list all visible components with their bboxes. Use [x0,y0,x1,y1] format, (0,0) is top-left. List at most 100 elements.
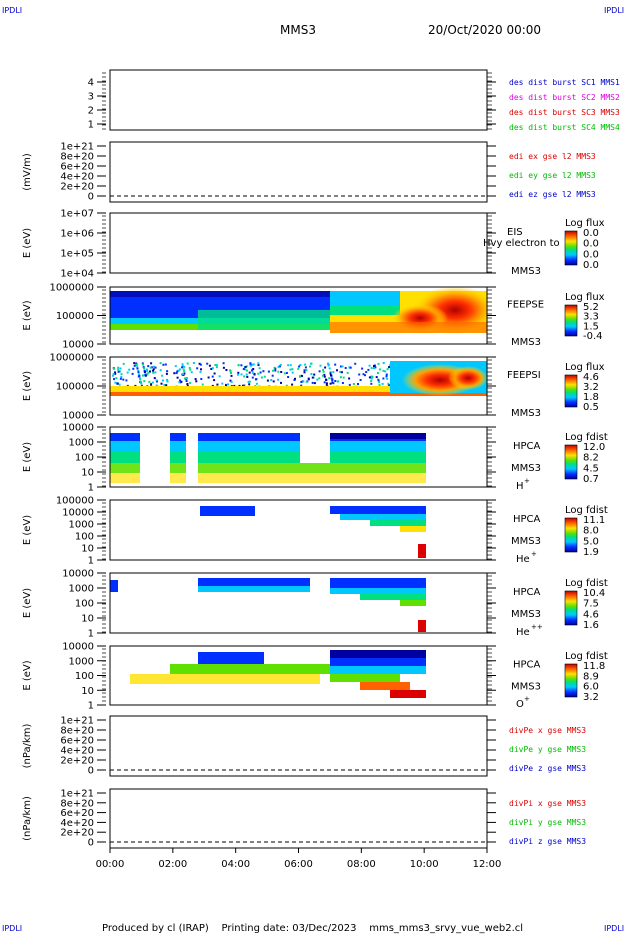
speckle [211,375,214,378]
panel-p8: 1 10 100 1000 10000 E (eV) HPCA MMS3 He ++ Log fdi… [22,569,608,640]
speckle [370,382,373,385]
panel-frame [109,499,488,561]
speckle [271,374,274,377]
speckle [316,378,319,381]
speckle [245,365,248,368]
speckle [146,370,149,373]
speckle [300,381,303,383]
speckle [291,371,294,374]
speckle [319,364,322,367]
speckle [113,367,115,370]
colorbar-tick-label: 1.8 [583,392,599,403]
speckle [386,368,389,371]
colorbar-tick-label: 0.0 [583,249,599,260]
ytick-label: 6e+20 [60,162,94,173]
colorbar-tick-label: 1.6 [583,620,599,631]
speckle [321,374,324,377]
speckle [251,363,254,366]
speckle [260,376,263,379]
xtick-label: 02:00 [158,859,187,870]
speckle [230,372,232,374]
speckle [348,377,351,380]
panel-frame [109,788,488,849]
speckle [225,384,227,387]
ytick-label: 2 [88,106,94,117]
panel-frame [109,141,488,203]
ylabel: (nPa/km) [22,724,33,769]
speckle [138,374,141,377]
speckle [178,381,181,384]
speckle [143,367,145,370]
speckle [149,370,151,373]
speckle [185,378,188,381]
xtick-label: 04:00 [221,859,250,870]
speckle [378,384,381,387]
speckle [323,373,326,376]
ylabel: E (eV) [22,228,33,258]
speckle [244,366,247,368]
speckle [327,364,330,367]
speckle [251,372,254,375]
speckle [154,371,157,374]
speckle [173,372,176,375]
speckle [354,362,357,365]
speckle [352,383,355,385]
ytick-label: 0 [88,838,94,849]
speckle [246,369,248,372]
ytick-label: 1000000 [49,283,94,294]
ylabel: E (eV) [22,588,33,618]
ytick-label: 1e+21 [60,142,94,153]
charge-label: + [524,695,530,703]
speckle [255,378,258,381]
charge-label: ++ [531,623,543,631]
speckle [144,374,147,377]
speckle [139,377,141,380]
colorbar-tick-label: 10.4 [583,588,605,599]
speckle [339,376,342,379]
speckle [222,366,225,369]
spacecraft-label: MMS3 [511,337,541,348]
speckle [262,370,265,373]
speckle [287,376,290,378]
speckle [180,380,183,383]
speckle [119,377,122,380]
speckle [285,384,288,387]
speckle [211,367,214,370]
speckle [252,368,255,370]
speckle [153,377,156,380]
charge-label: + [531,550,537,558]
instrument-label: HPCA [513,514,541,525]
speckle [270,379,273,381]
ytick-label: 1000 [69,520,94,531]
speckle [225,369,228,371]
speckle [132,367,135,370]
spacecraft-label: MMS3 [511,609,541,620]
instrument-label: HPCA [513,660,541,671]
hpca-oplus-spectrogram [130,650,426,698]
speckle [304,366,307,369]
speckle [382,369,385,372]
speckle [318,377,321,380]
speckle [298,365,301,368]
panel-p3: 1e+04 1e+05 1e+06 1e+07 E (eV) EIS MMS3 Hvy ele… [22,209,605,280]
speckle [186,383,189,385]
panel-frame [109,572,488,634]
speckle [349,366,352,369]
instrument-label: FEEPSE [507,300,544,311]
speckle [221,382,224,385]
colorbar-tick-label: 7.5 [583,599,599,610]
speckle [136,367,139,370]
speckle [310,373,313,375]
speckle [387,382,390,385]
speckle [370,380,373,382]
ytick-label: 10000 [62,411,94,422]
speckle [117,368,120,371]
speckle [150,362,153,365]
speckle [186,384,189,387]
ytick-label: 100 [75,453,94,464]
speckle [249,362,252,365]
ytick-label: 8e+20 [60,798,94,809]
speckle [131,372,134,375]
speckle [242,384,244,387]
speckle [280,371,283,373]
